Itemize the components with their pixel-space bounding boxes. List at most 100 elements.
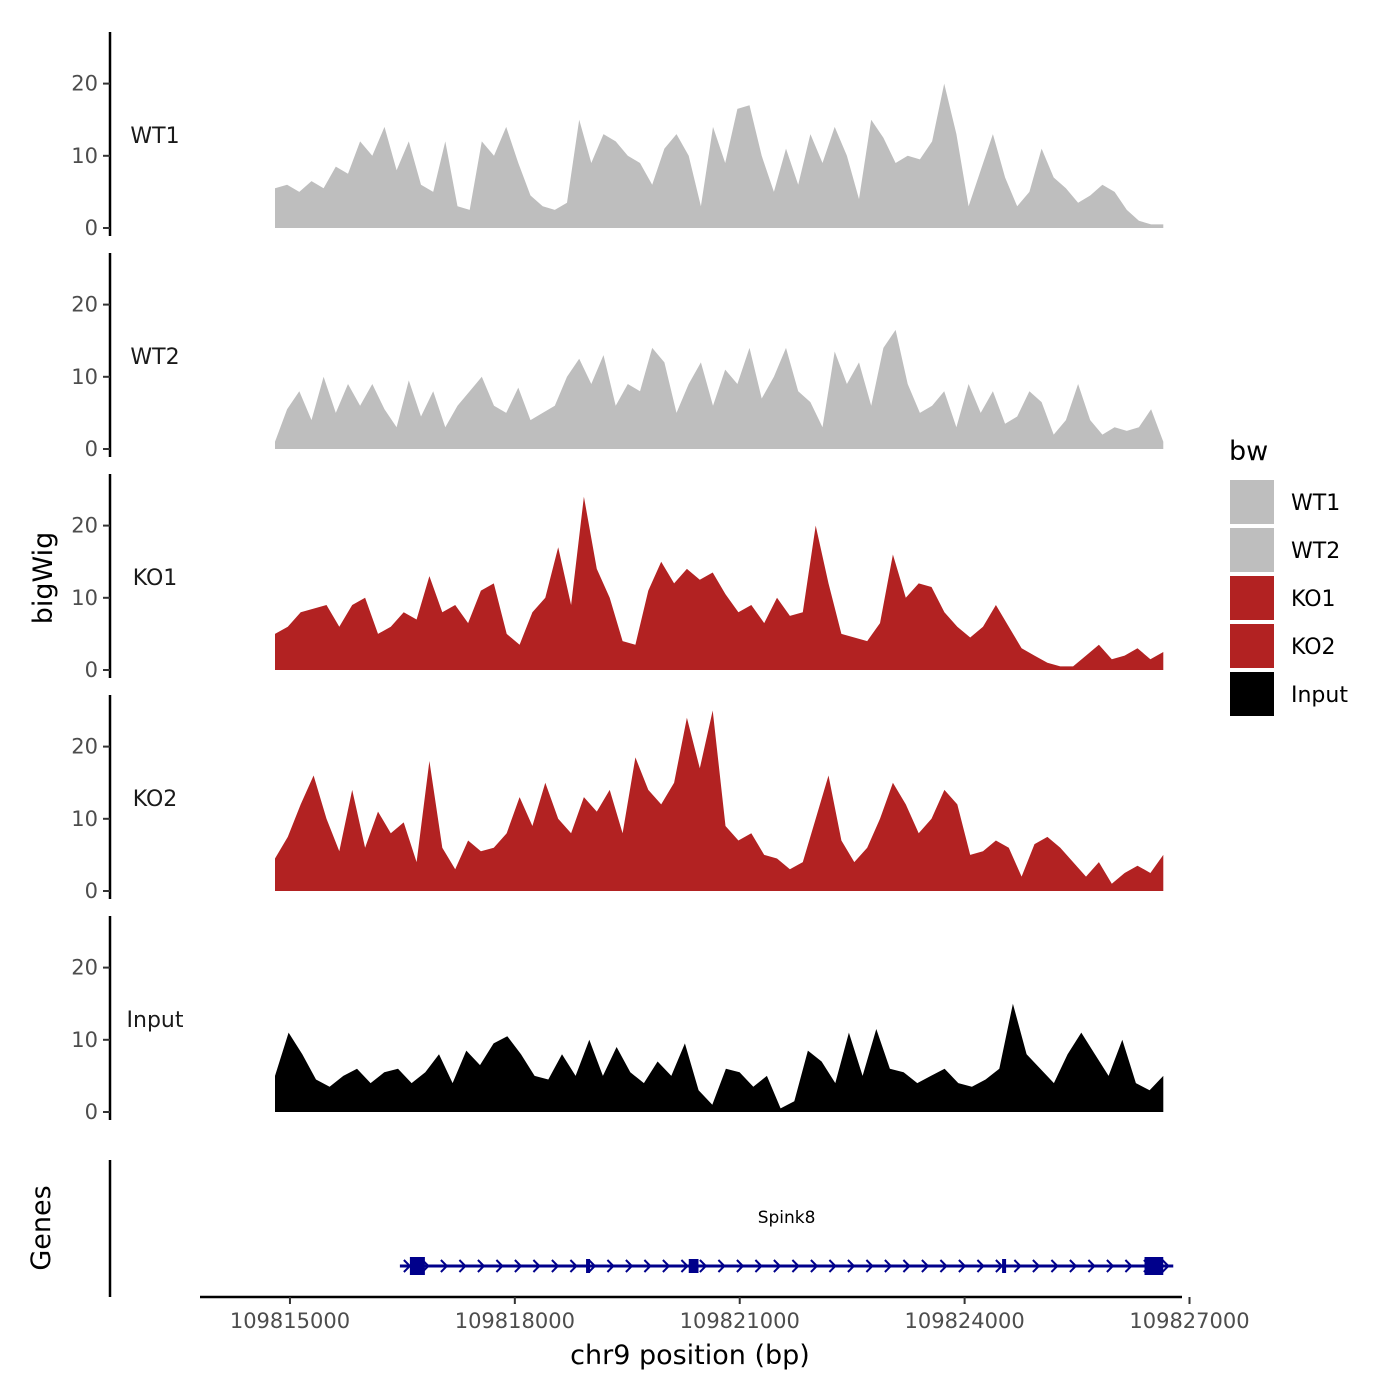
track-label-ko1: KO1 bbox=[133, 566, 178, 591]
x-tick-label: 109815000 bbox=[230, 1309, 350, 1333]
exon-block bbox=[1002, 1259, 1007, 1273]
strand-arrow bbox=[1161, 1259, 1170, 1273]
strand-arrow bbox=[773, 1259, 782, 1273]
strand-arrow bbox=[569, 1259, 578, 1273]
legend-swatch bbox=[1230, 576, 1274, 620]
track-wt1: 0 10 20 WT1 bbox=[71, 32, 1164, 240]
strand-arrow bbox=[458, 1259, 467, 1273]
strand-arrow bbox=[551, 1259, 560, 1273]
exon-block bbox=[586, 1259, 591, 1273]
legend-item-wt2: WT2 bbox=[1230, 528, 1340, 572]
coverage-area-ko1 bbox=[275, 496, 1164, 670]
y-tick-label: 10 bbox=[71, 365, 98, 389]
legend-swatch bbox=[1230, 480, 1274, 524]
strand-arrow bbox=[847, 1259, 856, 1273]
strand-arrow bbox=[588, 1259, 597, 1273]
legend-title: bw bbox=[1229, 436, 1268, 467]
legend-swatch bbox=[1230, 624, 1274, 668]
y-tick-label: 20 bbox=[71, 735, 98, 759]
legend-label: WT1 bbox=[1291, 491, 1340, 516]
exon-block bbox=[409, 1257, 425, 1275]
strand-arrow bbox=[810, 1259, 819, 1273]
strand-arrow bbox=[865, 1259, 874, 1273]
track-wt2: 0 10 20 WT2 bbox=[71, 253, 1164, 461]
coverage-area-input bbox=[275, 1003, 1164, 1112]
strand-arrow bbox=[662, 1259, 671, 1273]
y-tick-label: 20 bbox=[71, 72, 98, 96]
legend-label: Input bbox=[1291, 683, 1348, 708]
coverage-tracks: 0 10 20 WT1 0 10 20 WT2 0 10 20 KO1 0 10 20 KO2 0 10 20 Inp… bbox=[71, 32, 1164, 1124]
strand-arrow bbox=[995, 1259, 1004, 1273]
y-tick-label: 0 bbox=[85, 1100, 98, 1124]
legend-swatch bbox=[1230, 528, 1274, 572]
strand-arrow bbox=[754, 1259, 763, 1273]
strand-arrow bbox=[403, 1259, 412, 1273]
strand-arrow bbox=[643, 1259, 652, 1273]
strand-arrow bbox=[1087, 1259, 1096, 1273]
strand-arrow bbox=[532, 1259, 541, 1273]
strand-arrow bbox=[828, 1259, 837, 1273]
gene-spink8: Spink8 bbox=[399, 1208, 1174, 1275]
track-ko2: 0 10 20 KO2 bbox=[71, 695, 1164, 903]
legend-item-ko1: KO1 bbox=[1230, 576, 1336, 620]
y-tick-label: 20 bbox=[71, 514, 98, 538]
y-tick-label: 10 bbox=[71, 1028, 98, 1052]
strand-arrow bbox=[1013, 1259, 1022, 1273]
strand-arrow bbox=[1069, 1259, 1078, 1273]
strand-arrow bbox=[976, 1259, 985, 1273]
strand-arrow bbox=[958, 1259, 967, 1273]
coverage-area-ko2 bbox=[275, 710, 1164, 891]
legend-item-ko2: KO2 bbox=[1230, 624, 1336, 668]
coverage-area-wt2 bbox=[275, 329, 1164, 449]
legend-label: KO1 bbox=[1291, 587, 1336, 612]
y-tick-label: 0 bbox=[85, 879, 98, 903]
legend: bw WT1 WT2 KO1 KO2 Input bbox=[1229, 436, 1348, 716]
x-axis: 109815000 109818000 109821000 109824000 1098… bbox=[200, 1295, 1250, 1333]
strand-arrow bbox=[477, 1259, 486, 1273]
strand-arrow bbox=[699, 1259, 708, 1273]
strand-arrow bbox=[440, 1259, 449, 1273]
exon-block bbox=[688, 1259, 699, 1273]
y-tick-label: 20 bbox=[71, 293, 98, 317]
track-label-ko2: KO2 bbox=[133, 787, 178, 812]
strand-arrow bbox=[1032, 1259, 1041, 1273]
strand-arrow bbox=[1050, 1259, 1059, 1273]
strand-arrow bbox=[884, 1259, 893, 1273]
legend-swatch bbox=[1230, 672, 1274, 716]
x-tick-label: 109824000 bbox=[904, 1309, 1024, 1333]
y-tick-label: 10 bbox=[71, 144, 98, 168]
strand-arrow bbox=[939, 1259, 948, 1273]
strand-arrow bbox=[1124, 1259, 1133, 1273]
y-tick-label: 20 bbox=[71, 956, 98, 980]
strand-arrow bbox=[921, 1259, 930, 1273]
y-axis-title: bigWig bbox=[28, 532, 59, 625]
gene-name-label: Spink8 bbox=[758, 1208, 816, 1228]
strand-arrow bbox=[902, 1259, 911, 1273]
track-label-wt2: WT2 bbox=[130, 345, 179, 370]
strand-arrow bbox=[680, 1259, 689, 1273]
y-tick-label: 10 bbox=[71, 807, 98, 831]
strand-arrow bbox=[1106, 1259, 1115, 1273]
track-ko1: 0 10 20 KO1 bbox=[71, 474, 1164, 682]
coverage-area-wt1 bbox=[275, 83, 1164, 228]
strand-arrow bbox=[736, 1259, 745, 1273]
strand-arrow bbox=[791, 1259, 800, 1273]
strand-arrow bbox=[514, 1259, 523, 1273]
legend-item-input: Input bbox=[1230, 672, 1348, 716]
genes-track: Genes Spink8 bbox=[26, 1160, 1174, 1297]
genes-track-label: Genes bbox=[26, 1185, 57, 1270]
strand-arrow bbox=[717, 1259, 726, 1273]
exon-block bbox=[1144, 1257, 1164, 1275]
x-tick-label: 109821000 bbox=[680, 1309, 800, 1333]
strand-arrow bbox=[495, 1259, 504, 1273]
track-label-input: Input bbox=[127, 1008, 184, 1033]
track-label-wt1: WT1 bbox=[130, 124, 179, 149]
strand-arrow bbox=[606, 1259, 615, 1273]
y-tick-label: 10 bbox=[71, 586, 98, 610]
strand-arrow bbox=[625, 1259, 634, 1273]
legend-label: KO2 bbox=[1291, 635, 1336, 660]
y-tick-label: 0 bbox=[85, 216, 98, 240]
x-axis-title: chr9 position (bp) bbox=[570, 1340, 810, 1371]
legend-label: WT2 bbox=[1291, 539, 1340, 564]
